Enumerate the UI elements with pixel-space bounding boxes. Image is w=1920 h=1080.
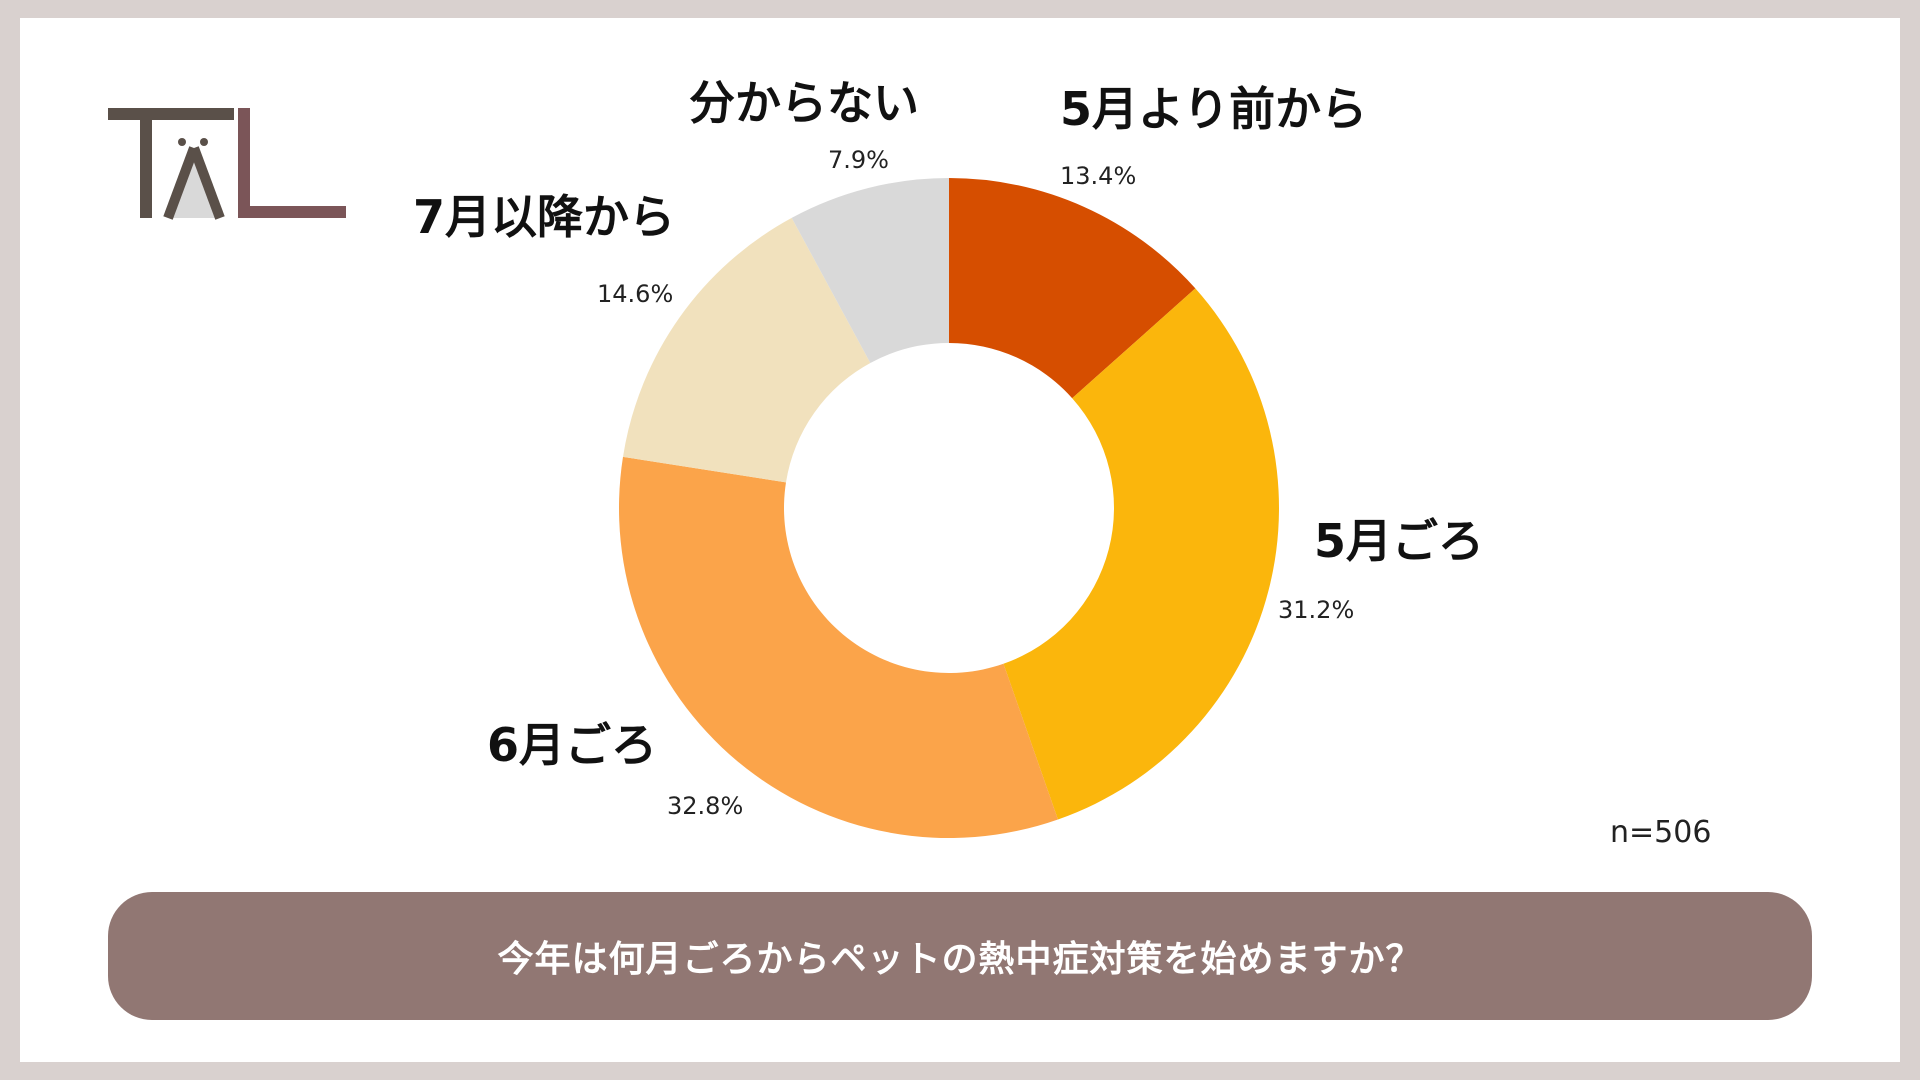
logo-t-bar [108,108,234,120]
logo-l-foot [238,206,346,218]
value-label-around-june: 32.8% [667,792,744,820]
donut-slice-july-later [622,217,871,483]
value-label-before-may: 13.4% [1060,162,1137,190]
logo-a-left-leg [163,146,199,220]
value-label-july-later: 14.6% [597,280,674,308]
value-label-around-may: 31.2% [1278,596,1355,624]
category-label-before-may: 5月より前から [1060,82,1368,136]
category-label-july-later: 7月以降から [413,190,676,244]
logo-dot-left [178,138,186,146]
tal-logo [108,108,346,220]
logo-a-fill [168,148,220,218]
category-label-unknown: 分からない [689,76,919,130]
category-label-around-june: 6月ごろ [487,718,658,772]
chart-card: 5月より前から 13.4% 5月ごろ 31.2% 6月ごろ 32.8% 7月以降… [20,18,1900,1062]
logo-a-right-leg [189,146,225,220]
donut-slice-unknown [791,178,949,363]
donut-slice-around-may [1003,288,1279,820]
question-banner: 今年は何月ごろからペットの熱中症対策を始めますか？ [108,892,1812,1020]
donut-chart [619,178,1279,838]
donut-slice-around-june [619,456,1058,838]
logo-t-stem [140,108,152,218]
category-label-around-may: 5月ごろ [1314,514,1485,568]
value-label-unknown: 7.9% [828,146,889,174]
chart-title: 今年は何月ごろからペットの熱中症対策を始めますか？ [497,939,1423,980]
sample-size-note: n=506 [1610,815,1712,850]
logo-l-stem [238,108,250,218]
logo-dot-right [200,138,208,146]
donut-slice-before-may [949,178,1196,399]
